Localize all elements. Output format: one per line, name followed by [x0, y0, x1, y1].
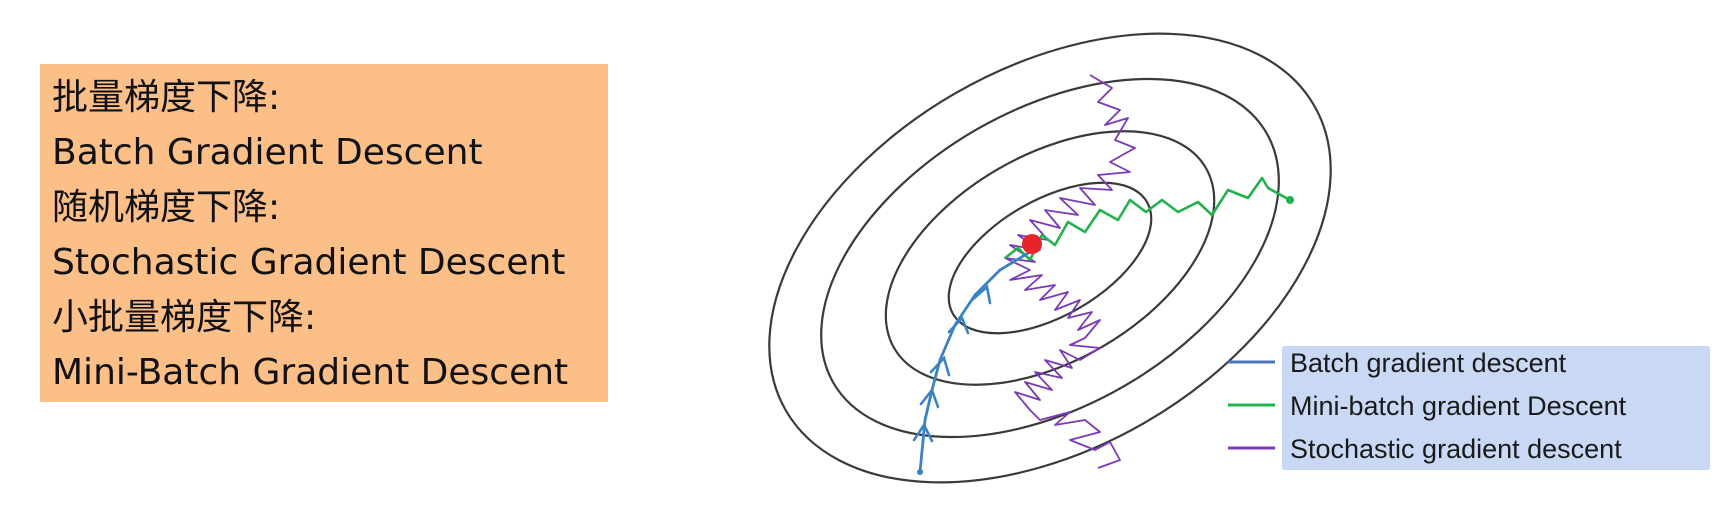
contour-ring-1 [947, 181, 1153, 335]
stochastic-gd-chinese: 随机梯度下降: [52, 187, 281, 228]
legend-item-minibatch: Mini-batch gradient Descent [1228, 391, 1627, 421]
batch-gradient-path [918, 250, 1031, 473]
minibatch-gd-chinese: 小批量梯度下降: [52, 297, 317, 338]
contour-ring-4 [768, 32, 1332, 484]
legend-item-stochastic: Stochastic gradient descent [1228, 434, 1622, 464]
minibatch-gradient-path [1004, 176, 1291, 262]
legend-label-minibatch: Mini-batch gradient Descent [1290, 391, 1627, 421]
legend-label-stochastic: Stochastic gradient descent [1290, 434, 1622, 464]
contour-ring-3 [820, 77, 1280, 439]
batch-arrow-2 [919, 387, 940, 409]
method-names-box: 批量梯度下降: Batch Gradient Descent 随机梯度下降: S… [40, 64, 608, 402]
batch-arrow-4 [947, 315, 970, 335]
batch-gd-chinese: 批量梯度下降: [52, 77, 281, 118]
stochastic-gd-english: Stochastic Gradient Descent [52, 242, 566, 283]
stochastic-gradient-path [1004, 74, 1136, 469]
batch-arrow-1 [912, 422, 934, 443]
minibatch-start-dot [1286, 196, 1294, 204]
legend: Batch gradient descent Mini-batch gradie… [1228, 346, 1710, 470]
batch-arrow-3 [929, 355, 951, 377]
minibatch-gd-english: Mini-Batch Gradient Descent [52, 352, 569, 393]
loss-contours [768, 32, 1332, 484]
legend-item-batch: Batch gradient descent [1228, 348, 1567, 378]
batch-arrow-5 [970, 284, 992, 305]
legend-highlight [1282, 346, 1710, 470]
global-minimum-dot [1022, 234, 1042, 254]
batch-path-arrows [912, 284, 992, 443]
contour-ring-2 [884, 130, 1216, 386]
batch-start-dot [917, 469, 923, 475]
legend-label-batch: Batch gradient descent [1290, 348, 1567, 378]
batch-gd-english: Batch Gradient Descent [52, 132, 483, 173]
